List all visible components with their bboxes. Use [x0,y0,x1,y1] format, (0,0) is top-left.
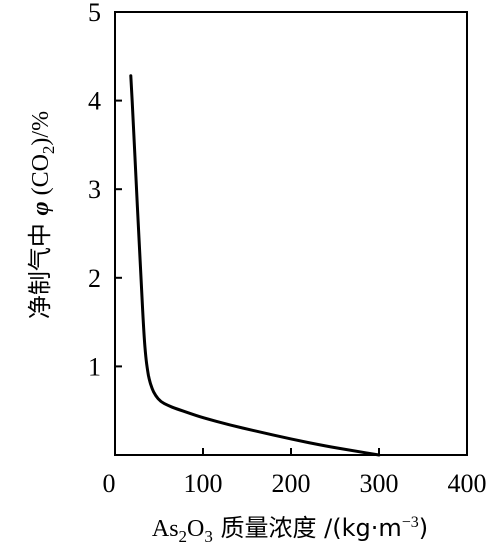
y-tick-label: 1 [88,352,101,381]
y-tick-label: 5 [88,0,101,27]
x-tick-label: 400 [448,469,487,498]
x-tick-label: 0 [103,469,116,498]
x-axis-title: As2O3 质量浓度 /(kg·m−3) [152,514,428,546]
y-axis-title: 净制气中 φ (CO2)/% [26,111,58,319]
series-line [129,74,381,457]
x-tick-label: 200 [272,469,311,498]
y-tick-label: 2 [88,264,101,293]
y-tick-label: 4 [88,87,101,116]
y-tick-label: 3 [88,175,101,204]
x-tick-label: 300 [360,469,399,498]
plot-frame [114,11,468,456]
axis-ticks [114,11,468,455]
tick-labels: 0 100 200 300 400 1 2 3 4 5 [88,0,487,498]
x-tick-label: 100 [184,469,223,498]
plot-area [114,11,468,456]
